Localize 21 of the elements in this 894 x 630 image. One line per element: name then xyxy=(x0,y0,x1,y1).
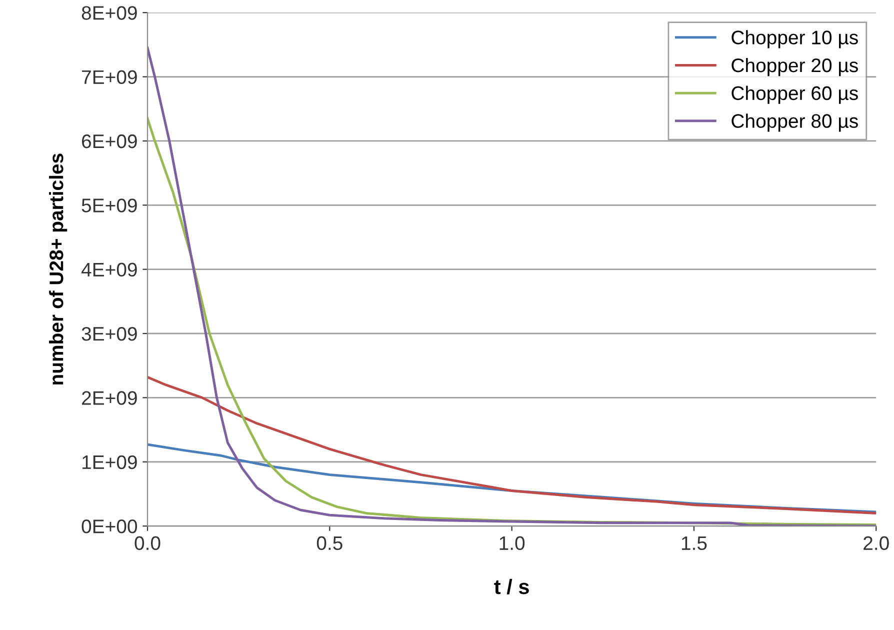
y-tick-label: 3E+09 xyxy=(82,326,137,341)
x-tick-label: 1.0 xyxy=(500,536,525,550)
legend-label: Chopper 10 µs xyxy=(732,30,858,48)
y-axis-title: number of U28+ particles xyxy=(49,154,68,384)
legend-label: Chopper 60 µs xyxy=(732,86,858,104)
legend-label: Chopper 80 µs xyxy=(732,114,858,132)
legend-label: Chopper 20 µs xyxy=(732,58,858,76)
y-tick-label: 7E+09 xyxy=(82,70,137,84)
y-tick-label: 6E+09 xyxy=(82,134,137,148)
y-tick-label: 0E+00 xyxy=(82,520,138,534)
y-tick-label: 2E+09 xyxy=(82,391,137,405)
x-axis-title: t / s xyxy=(494,578,529,594)
x-tick-label: 1.5 xyxy=(682,536,707,550)
y-tick-label: 1E+09 xyxy=(82,455,137,470)
x-tick-label: 0.0 xyxy=(134,536,160,550)
x-tick-label: 0.5 xyxy=(316,536,342,550)
y-tick-label: 5E+09 xyxy=(82,198,137,212)
y-tick-label: 8E+09 xyxy=(82,6,137,20)
y-tick-label: 4E+09 xyxy=(81,262,137,277)
x-tick-label: 2.0 xyxy=(864,536,889,550)
line-series xyxy=(148,376,876,514)
